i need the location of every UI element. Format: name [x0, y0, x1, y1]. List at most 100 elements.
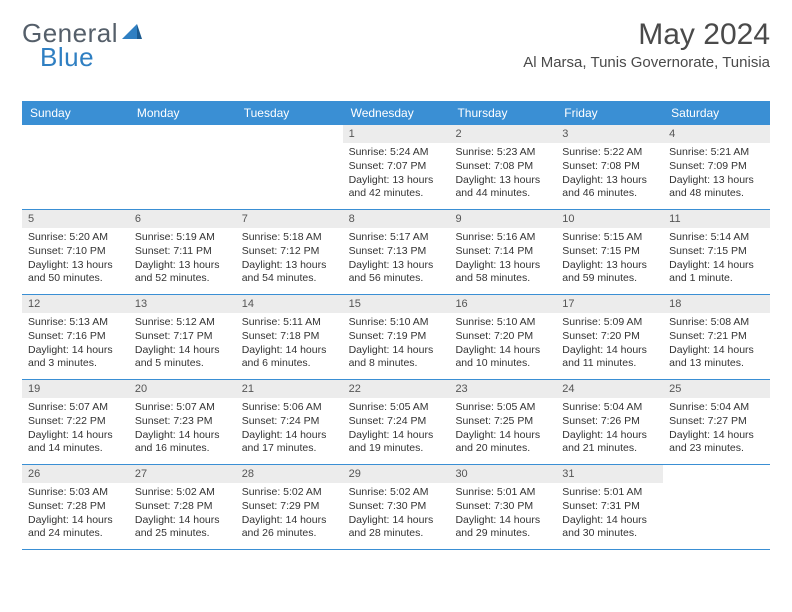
sunset-text: Sunset: 7:08 PM: [562, 160, 657, 174]
sunset-text: Sunset: 7:18 PM: [242, 330, 337, 344]
day-body: Sunrise: 5:16 AMSunset: 7:14 PMDaylight:…: [449, 228, 556, 291]
day-header-row: SundayMondayTuesdayWednesdayThursdayFrid…: [22, 101, 770, 125]
day-body: Sunrise: 5:13 AMSunset: 7:16 PMDaylight:…: [22, 313, 129, 376]
sunrise-text: Sunrise: 5:13 AM: [28, 316, 123, 330]
day-body: Sunrise: 5:01 AMSunset: 7:30 PMDaylight:…: [449, 483, 556, 546]
sunset-text: Sunset: 7:11 PM: [135, 245, 230, 259]
sunset-text: Sunset: 7:28 PM: [135, 500, 230, 514]
day-cell: [236, 125, 343, 209]
sunrise-text: Sunrise: 5:10 AM: [455, 316, 550, 330]
day-body: Sunrise: 5:04 AMSunset: 7:26 PMDaylight:…: [556, 398, 663, 461]
daylight-text: Daylight: 14 hours and 11 minutes.: [562, 344, 657, 371]
sunset-text: Sunset: 7:15 PM: [562, 245, 657, 259]
sunset-text: Sunset: 7:24 PM: [349, 415, 444, 429]
day-cell: 26Sunrise: 5:03 AMSunset: 7:28 PMDayligh…: [22, 465, 129, 549]
day-cell: 31Sunrise: 5:01 AMSunset: 7:31 PMDayligh…: [556, 465, 663, 549]
day-number: 2: [449, 125, 556, 143]
week-row: 5Sunrise: 5:20 AMSunset: 7:10 PMDaylight…: [22, 210, 770, 295]
sunrise-text: Sunrise: 5:21 AM: [669, 146, 764, 160]
day-cell: 30Sunrise: 5:01 AMSunset: 7:30 PMDayligh…: [449, 465, 556, 549]
day-number: 10: [556, 210, 663, 228]
daylight-text: Daylight: 13 hours and 56 minutes.: [349, 259, 444, 286]
daylight-text: Daylight: 14 hours and 30 minutes.: [562, 514, 657, 541]
daylight-text: Daylight: 14 hours and 14 minutes.: [28, 429, 123, 456]
day-number: 26: [22, 465, 129, 483]
day-number: 23: [449, 380, 556, 398]
daylight-text: Daylight: 14 hours and 10 minutes.: [455, 344, 550, 371]
sunset-text: Sunset: 7:30 PM: [349, 500, 444, 514]
day-number: 25: [663, 380, 770, 398]
day-number: 1: [343, 125, 450, 143]
day-cell: 29Sunrise: 5:02 AMSunset: 7:30 PMDayligh…: [343, 465, 450, 549]
sunrise-text: Sunrise: 5:04 AM: [669, 401, 764, 415]
sunrise-text: Sunrise: 5:06 AM: [242, 401, 337, 415]
daylight-text: Daylight: 14 hours and 1 minute.: [669, 259, 764, 286]
sunset-text: Sunset: 7:16 PM: [28, 330, 123, 344]
daylight-text: Daylight: 14 hours and 28 minutes.: [349, 514, 444, 541]
day-body: Sunrise: 5:02 AMSunset: 7:28 PMDaylight:…: [129, 483, 236, 546]
day-cell: 12Sunrise: 5:13 AMSunset: 7:16 PMDayligh…: [22, 295, 129, 379]
day-body: Sunrise: 5:17 AMSunset: 7:13 PMDaylight:…: [343, 228, 450, 291]
week-row: 19Sunrise: 5:07 AMSunset: 7:22 PMDayligh…: [22, 380, 770, 465]
day-cell: [129, 125, 236, 209]
day-number: 31: [556, 465, 663, 483]
day-body: Sunrise: 5:14 AMSunset: 7:15 PMDaylight:…: [663, 228, 770, 291]
day-body: Sunrise: 5:03 AMSunset: 7:28 PMDaylight:…: [22, 483, 129, 546]
day-header-cell: Wednesday: [343, 101, 450, 125]
day-body: Sunrise: 5:02 AMSunset: 7:29 PMDaylight:…: [236, 483, 343, 546]
day-cell: 25Sunrise: 5:04 AMSunset: 7:27 PMDayligh…: [663, 380, 770, 464]
day-cell: 15Sunrise: 5:10 AMSunset: 7:19 PMDayligh…: [343, 295, 450, 379]
sunrise-text: Sunrise: 5:14 AM: [669, 231, 764, 245]
title-block: May 2024 Al Marsa, Tunis Governorate, Tu…: [523, 18, 770, 71]
daylight-text: Daylight: 14 hours and 13 minutes.: [669, 344, 764, 371]
day-number: 3: [556, 125, 663, 143]
logo-text-b: Blue: [40, 42, 94, 72]
day-number: 17: [556, 295, 663, 313]
day-cell: 11Sunrise: 5:14 AMSunset: 7:15 PMDayligh…: [663, 210, 770, 294]
daylight-text: Daylight: 13 hours and 44 minutes.: [455, 174, 550, 201]
sunset-text: Sunset: 7:28 PM: [28, 500, 123, 514]
day-body: Sunrise: 5:10 AMSunset: 7:19 PMDaylight:…: [343, 313, 450, 376]
day-cell: 24Sunrise: 5:04 AMSunset: 7:26 PMDayligh…: [556, 380, 663, 464]
week-row: 1Sunrise: 5:24 AMSunset: 7:07 PMDaylight…: [22, 125, 770, 210]
day-body: Sunrise: 5:23 AMSunset: 7:08 PMDaylight:…: [449, 143, 556, 206]
sunset-text: Sunset: 7:15 PM: [669, 245, 764, 259]
day-cell: [663, 465, 770, 549]
day-header-cell: Sunday: [22, 101, 129, 125]
day-body: Sunrise: 5:21 AMSunset: 7:09 PMDaylight:…: [663, 143, 770, 206]
day-number: 6: [129, 210, 236, 228]
day-body: Sunrise: 5:01 AMSunset: 7:31 PMDaylight:…: [556, 483, 663, 546]
sunset-text: Sunset: 7:19 PM: [349, 330, 444, 344]
daylight-text: Daylight: 14 hours and 5 minutes.: [135, 344, 230, 371]
day-number: 7: [236, 210, 343, 228]
sunrise-text: Sunrise: 5:16 AM: [455, 231, 550, 245]
sunrise-text: Sunrise: 5:02 AM: [242, 486, 337, 500]
weeks-container: 1Sunrise: 5:24 AMSunset: 7:07 PMDaylight…: [22, 125, 770, 550]
day-body: Sunrise: 5:12 AMSunset: 7:17 PMDaylight:…: [129, 313, 236, 376]
logo-line2: Blue: [40, 42, 94, 73]
day-cell: 17Sunrise: 5:09 AMSunset: 7:20 PMDayligh…: [556, 295, 663, 379]
day-cell: 23Sunrise: 5:05 AMSunset: 7:25 PMDayligh…: [449, 380, 556, 464]
day-body: Sunrise: 5:04 AMSunset: 7:27 PMDaylight:…: [663, 398, 770, 461]
day-body: Sunrise: 5:18 AMSunset: 7:12 PMDaylight:…: [236, 228, 343, 291]
sunset-text: Sunset: 7:24 PM: [242, 415, 337, 429]
daylight-text: Daylight: 13 hours and 59 minutes.: [562, 259, 657, 286]
sunset-text: Sunset: 7:25 PM: [455, 415, 550, 429]
sunrise-text: Sunrise: 5:08 AM: [669, 316, 764, 330]
sunset-text: Sunset: 7:12 PM: [242, 245, 337, 259]
daylight-text: Daylight: 13 hours and 50 minutes.: [28, 259, 123, 286]
sunset-text: Sunset: 7:22 PM: [28, 415, 123, 429]
week-row: 26Sunrise: 5:03 AMSunset: 7:28 PMDayligh…: [22, 465, 770, 550]
day-number: 8: [343, 210, 450, 228]
daylight-text: Daylight: 14 hours and 29 minutes.: [455, 514, 550, 541]
daylight-text: Daylight: 14 hours and 16 minutes.: [135, 429, 230, 456]
sunrise-text: Sunrise: 5:12 AM: [135, 316, 230, 330]
logo-sail-icon: [122, 22, 142, 45]
day-body: Sunrise: 5:07 AMSunset: 7:23 PMDaylight:…: [129, 398, 236, 461]
day-cell: 21Sunrise: 5:06 AMSunset: 7:24 PMDayligh…: [236, 380, 343, 464]
day-body: Sunrise: 5:24 AMSunset: 7:07 PMDaylight:…: [343, 143, 450, 206]
day-cell: 7Sunrise: 5:18 AMSunset: 7:12 PMDaylight…: [236, 210, 343, 294]
day-number: 4: [663, 125, 770, 143]
day-cell: 9Sunrise: 5:16 AMSunset: 7:14 PMDaylight…: [449, 210, 556, 294]
sunrise-text: Sunrise: 5:17 AM: [349, 231, 444, 245]
